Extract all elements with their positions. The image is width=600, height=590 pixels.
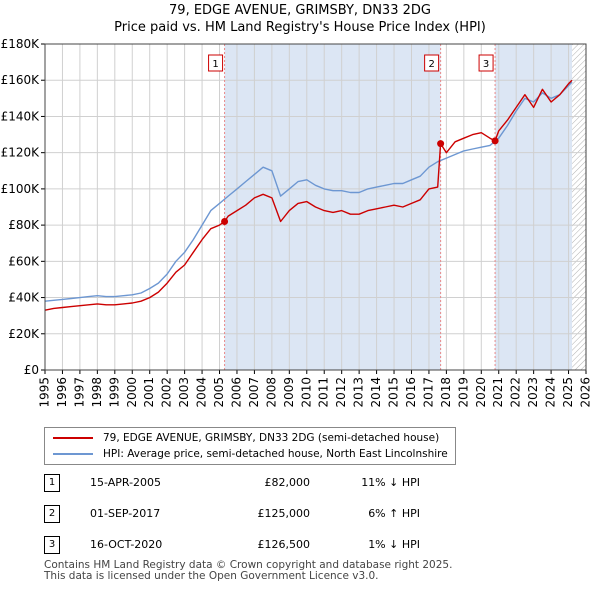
sale-price: £126,500 (257, 538, 311, 551)
y-tick-label: £100K (1, 182, 41, 196)
sale-point (221, 217, 229, 225)
price-chart: 1995 1996 1997 1998 1999 2000 2001 2002 2003 2004… (1, 37, 593, 408)
sale-label-number: 2 (428, 59, 434, 70)
x-tick-label: 2013 (352, 377, 366, 408)
x-tick-label: 2020 (474, 377, 488, 408)
x-tick-label: 2014 (369, 377, 383, 408)
chart-title: 79, EDGE AVENUE, GRIMSBY, DN33 2DG Price… (0, 2, 600, 36)
title-line-2: Price paid vs. HM Land Registry's House … (114, 20, 486, 35)
x-tick-label: 2008 (264, 377, 278, 408)
footer: Contains HM Land Registry data © Crown c… (44, 560, 452, 582)
x-tick-label: 1997 (72, 377, 86, 408)
x-tick-label: 2011 (317, 377, 331, 408)
x-tick-label: 2001 (142, 377, 156, 408)
legend-hpi-label: HPI: Average price, semi-detached house,… (103, 448, 448, 460)
sale-point (437, 140, 445, 148)
sale-number-badge: 2 (44, 505, 60, 523)
x-tick-label: 1999 (107, 377, 121, 408)
x-tick-label: 2006 (229, 377, 243, 408)
x-tick-label: 2022 (509, 377, 523, 408)
legend-price-label: 79, EDGE AVENUE, GRIMSBY, DN33 2DG (semi… (103, 432, 440, 444)
sale-number-badge: 3 (44, 536, 60, 554)
hpi-series-line (44, 81, 573, 302)
y-tick-label: £0 (24, 363, 39, 377)
legend-hpi-swatch (53, 453, 93, 455)
x-tick-label: 2024 (544, 377, 558, 408)
x-tick-label: 2012 (334, 377, 348, 408)
x-tick-label: 2009 (282, 377, 296, 408)
y-tick-label: £80K (8, 218, 40, 232)
x-tick-label: 2000 (125, 377, 139, 408)
legend: 79, EDGE AVENUE, GRIMSBY, DN33 2DG (semi… (44, 427, 456, 465)
sale-point (491, 137, 499, 145)
y-tick-label: £120K (1, 146, 41, 160)
x-tick-label: 2019 (456, 377, 470, 408)
y-tick-label: £140K (1, 109, 41, 123)
sale-price: £82,000 (264, 476, 311, 489)
legend-price-swatch (53, 437, 93, 439)
x-tick-label: 1996 (55, 377, 69, 408)
sale-label-box (424, 54, 440, 72)
sale-hpi-change: 6% ↑ HPI (368, 507, 420, 520)
y-tick-label: £60K (8, 254, 40, 268)
footer-licence: This data is licensed under the Open Gov… (44, 570, 379, 582)
sale-hpi-change: 11% ↓ HPI (361, 476, 420, 489)
x-tick-label: 2026 (579, 377, 593, 408)
sale-date: 01-SEP-2017 (90, 507, 161, 520)
x-tick-label: 1995 (38, 377, 52, 408)
footer-copyright: Contains HM Land Registry data © Crown c… (44, 559, 453, 571)
x-tick-label: 2002 (160, 377, 174, 408)
sale-date: 15-APR-2005 (90, 476, 162, 489)
x-tick-label: 2023 (526, 377, 540, 408)
x-tick-label: 2003 (177, 377, 191, 408)
x-tick-label: 2016 (404, 377, 418, 408)
sale-row-2: 2 01-SEP-2017 £125,000 6% ↑ HPI (44, 505, 464, 523)
forecast-hatch-region (572, 44, 586, 370)
x-tick-label: 2025 (561, 377, 575, 408)
y-tick-label: £160K (1, 73, 41, 87)
x-tick-label: 2007 (247, 377, 261, 408)
price-series-line (44, 79, 573, 311)
sale-label-number: 3 (483, 59, 489, 70)
sale-date: 16-OCT-2020 (90, 538, 163, 551)
sale-hpi-change: 1% ↓ HPI (368, 538, 420, 551)
y-tick-label: £20K (8, 327, 40, 341)
x-tick-label: 2021 (491, 377, 505, 408)
sale-label-box (478, 54, 494, 72)
plot-frame (44, 43, 587, 371)
x-tick-label: 2004 (195, 377, 209, 408)
sale-label-number: 1 (212, 59, 218, 70)
x-tick-label: 2010 (299, 377, 313, 408)
x-tick-label: 1998 (90, 377, 104, 408)
sale-row-1: 1 15-APR-2005 £82,000 11% ↓ HPI (44, 474, 464, 492)
x-tick-label: 2018 (439, 377, 453, 408)
sale-price: £125,000 (257, 507, 311, 520)
x-tick-label: 2017 (421, 377, 435, 408)
x-tick-label: 2005 (212, 377, 226, 408)
title-line-1: 79, EDGE AVENUE, GRIMSBY, DN33 2DG (169, 3, 431, 18)
sale-row-3: 3 16-OCT-2020 £126,500 1% ↓ HPI (44, 536, 464, 554)
shaded-region (224, 44, 441, 370)
sale-label-box (208, 54, 224, 72)
x-tick-label: 2015 (387, 377, 401, 408)
y-tick-label: £40K (8, 291, 40, 305)
sale-number-badge: 1 (44, 474, 60, 492)
y-tick-label: £180K (1, 37, 41, 51)
